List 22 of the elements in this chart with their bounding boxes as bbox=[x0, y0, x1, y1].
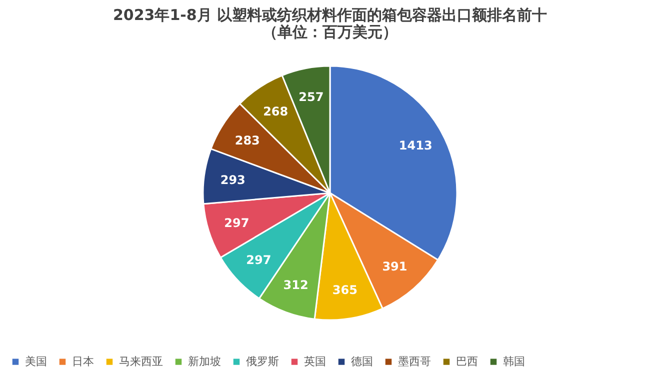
legend-label: 韩国 bbox=[503, 354, 525, 368]
legend-label: 新加坡 bbox=[188, 354, 221, 368]
chart-title: 2023年1-8月 以塑料或纺织材料作面的箱包容器出口额排名前十 bbox=[112, 6, 548, 24]
legend-label: 德国 bbox=[351, 354, 373, 368]
data-label: 1413 bbox=[398, 138, 432, 152]
data-label: 297 bbox=[224, 216, 250, 230]
legend-label: 墨西哥 bbox=[398, 354, 431, 368]
data-label: 297 bbox=[246, 253, 272, 268]
legend-label: 日本 bbox=[72, 354, 94, 368]
data-label: 268 bbox=[263, 104, 288, 118]
data-label: 312 bbox=[283, 278, 308, 292]
legend-label: 英国 bbox=[304, 354, 326, 368]
legend-label: 巴西 bbox=[456, 354, 478, 368]
data-label: 293 bbox=[220, 172, 246, 187]
data-label: 257 bbox=[298, 90, 324, 104]
legend-label: 美国 bbox=[25, 354, 47, 368]
legend-label: 马来西亚 bbox=[119, 354, 163, 368]
data-label: 365 bbox=[332, 282, 358, 297]
data-label: 391 bbox=[382, 260, 408, 274]
chart-subtitle: （单位：百万美元） bbox=[262, 23, 398, 41]
data-label: 283 bbox=[234, 133, 260, 148]
legend-label: 俄罗斯 bbox=[246, 354, 279, 368]
